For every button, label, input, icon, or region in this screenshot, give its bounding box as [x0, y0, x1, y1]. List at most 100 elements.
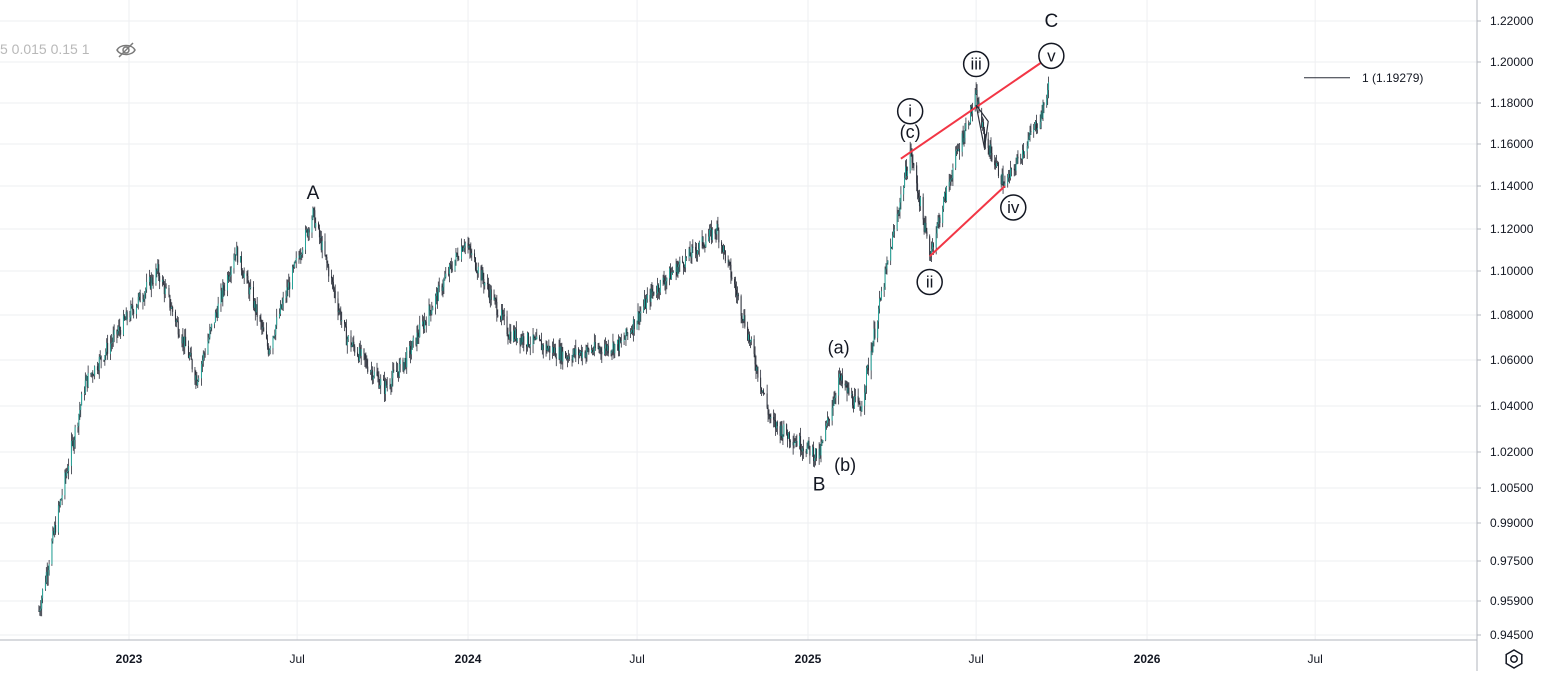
wave-circle-label[interactable]: i	[898, 99, 923, 124]
candle	[881, 287, 882, 301]
wave-circle-label[interactable]: iv	[1001, 195, 1026, 220]
candle	[775, 413, 776, 435]
candle	[821, 436, 822, 462]
candle	[464, 239, 465, 252]
candle	[573, 348, 574, 357]
wave-circle-label[interactable]: ii	[917, 270, 942, 295]
candle	[554, 344, 555, 356]
candle	[542, 343, 543, 354]
candle	[743, 309, 744, 323]
candle	[273, 336, 274, 338]
candle	[175, 310, 176, 327]
candle	[677, 261, 678, 278]
candle	[85, 372, 86, 395]
candle	[74, 436, 75, 453]
wave-circle-text: iv	[1007, 198, 1020, 217]
wave-circle-label[interactable]: v	[1039, 43, 1064, 68]
candle	[826, 420, 827, 429]
candle	[601, 347, 602, 363]
gear-icon[interactable]	[1503, 648, 1525, 670]
candle	[204, 351, 205, 360]
x-tick-label: Jul	[1307, 652, 1322, 666]
candle	[543, 343, 544, 358]
candle	[709, 224, 710, 243]
candle	[455, 248, 456, 266]
candle	[1048, 77, 1049, 99]
candle	[962, 131, 963, 157]
candle	[1011, 167, 1012, 176]
candle	[664, 271, 665, 285]
candle	[587, 343, 588, 353]
candle	[436, 287, 437, 304]
candle	[48, 566, 49, 586]
candle	[124, 314, 125, 321]
candle	[724, 245, 725, 255]
wave-label[interactable]: (b)	[834, 455, 856, 475]
candle	[354, 344, 355, 356]
candle	[411, 341, 412, 359]
candle	[722, 245, 723, 254]
candle	[560, 343, 561, 369]
candle	[412, 341, 413, 350]
candle	[900, 186, 901, 209]
candle	[399, 358, 400, 378]
eye-off-icon[interactable]	[116, 41, 136, 59]
candle	[334, 287, 335, 299]
candle	[612, 349, 613, 360]
candle	[84, 386, 85, 400]
x-tick-label: 2023	[116, 652, 143, 666]
candle	[943, 197, 944, 212]
candle	[164, 281, 165, 302]
candle	[679, 257, 680, 272]
wave-label[interactable]: C	[1044, 11, 1058, 32]
candle	[79, 402, 80, 420]
candle	[516, 321, 517, 345]
candle	[105, 348, 106, 360]
candle	[380, 374, 381, 394]
candle	[93, 374, 94, 376]
candle	[638, 303, 639, 324]
wave-circle-label[interactable]: iii	[964, 52, 989, 77]
y-tick-label: 1.22000	[1490, 14, 1534, 28]
candle	[450, 261, 451, 269]
candle	[756, 365, 757, 374]
wave-label[interactable]: (a)	[828, 337, 850, 357]
y-tick-label: 1.06000	[1490, 353, 1534, 367]
candle	[723, 244, 724, 260]
candle	[468, 237, 469, 254]
candle	[68, 459, 69, 480]
candle	[237, 246, 238, 265]
candle	[878, 306, 879, 329]
wave-label[interactable]: A	[307, 183, 320, 204]
candle	[976, 82, 977, 95]
candle	[683, 262, 684, 275]
candle	[684, 264, 685, 272]
candle	[1040, 114, 1041, 129]
candle	[588, 348, 589, 355]
wave-label[interactable]: (c)	[900, 122, 921, 142]
candle	[235, 254, 236, 261]
wave-label[interactable]: B	[813, 474, 826, 495]
candle	[643, 299, 644, 313]
candle	[223, 282, 224, 297]
candle	[808, 437, 809, 450]
candle	[599, 343, 600, 353]
candle	[624, 333, 625, 345]
candle	[360, 341, 361, 359]
candle	[1024, 151, 1025, 158]
candle	[478, 263, 479, 278]
candle	[998, 162, 999, 178]
candle	[968, 120, 969, 129]
candle	[536, 329, 537, 340]
candle	[166, 283, 167, 288]
candle	[40, 600, 41, 616]
candle	[917, 175, 918, 199]
price-line[interactable]: 1 (1.19279)	[1304, 71, 1423, 85]
candle	[1007, 174, 1008, 188]
trendline[interactable]	[930, 186, 1005, 256]
candle	[632, 324, 633, 335]
candle	[945, 187, 946, 203]
candle	[747, 322, 748, 341]
candle	[286, 279, 287, 302]
